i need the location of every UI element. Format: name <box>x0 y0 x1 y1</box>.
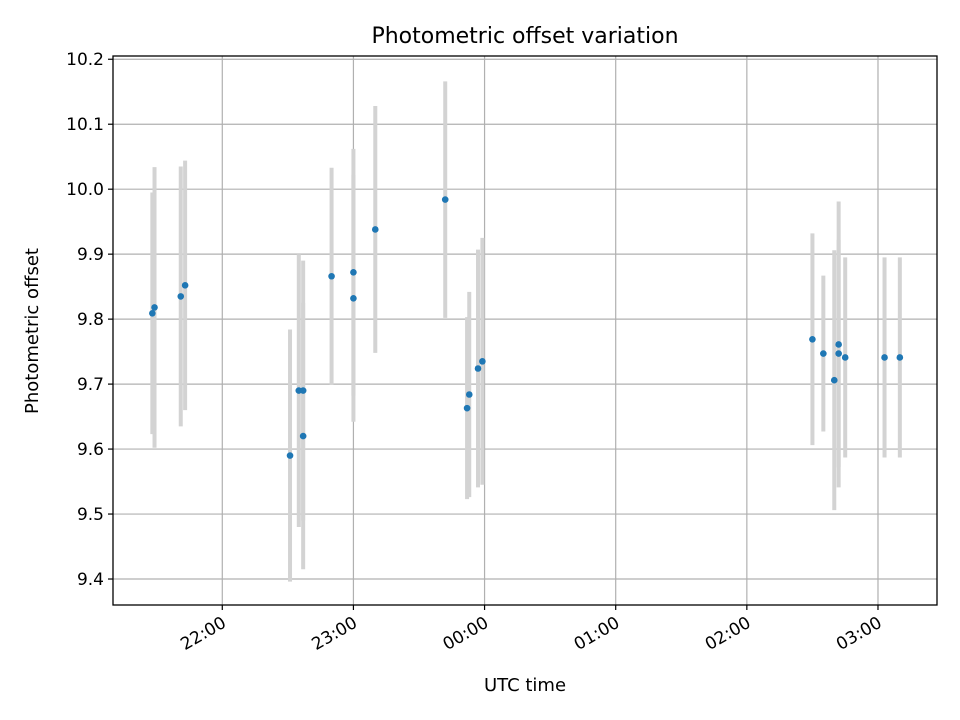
data-point <box>441 196 449 203</box>
data-point <box>177 293 185 300</box>
y-tick-label: 9.9 <box>77 245 104 265</box>
data-point <box>151 304 158 311</box>
axis-ticks: 22:00 23:00 00:00 01:00 02:00 03:00 9.4 9.5 9.6 9… <box>66 50 885 655</box>
x-tick-label: 22:00 <box>177 613 229 655</box>
data-point <box>841 354 849 361</box>
data-point <box>350 269 357 276</box>
data-point <box>149 309 156 317</box>
data-point <box>463 404 471 412</box>
data-point <box>474 365 482 372</box>
data-point <box>181 282 189 289</box>
y-tick-label: 9.6 <box>77 440 104 460</box>
y-tick-label: 9.5 <box>77 505 104 525</box>
data-point <box>479 358 486 365</box>
x-axis-label: UTC time <box>484 675 566 696</box>
data-point <box>896 354 904 361</box>
y-tick-label: 10.1 <box>66 115 104 135</box>
y-axis-label: Photometric offset <box>22 248 43 414</box>
data-point <box>371 226 379 233</box>
y-tick-label: 10.2 <box>66 50 104 70</box>
data-point <box>328 272 335 280</box>
x-tick-label: 23:00 <box>308 613 360 655</box>
y-tick-label: 9.7 <box>77 375 104 395</box>
data-point <box>299 387 307 394</box>
error-bars <box>150 81 902 582</box>
data-point <box>299 432 307 440</box>
data-point <box>881 354 888 361</box>
plot-frame <box>112 55 938 606</box>
data-point <box>286 452 294 459</box>
y-tick-label: 10.0 <box>66 180 104 200</box>
data-point <box>835 341 842 348</box>
x-tick-label: 03:00 <box>833 613 885 655</box>
y-tick-label: 9.8 <box>77 310 104 330</box>
x-tick-label: 00:00 <box>440 613 492 655</box>
data-point <box>465 391 473 398</box>
data-point <box>820 350 827 357</box>
data-point <box>830 376 838 384</box>
data-point <box>835 350 842 357</box>
x-tick-label: 01:00 <box>571 613 623 655</box>
y-tick-label: 9.4 <box>77 570 104 590</box>
x-tick-label: 02:00 <box>702 613 754 655</box>
data-point <box>350 295 357 302</box>
chart-title: Photometric offset variation <box>371 24 678 49</box>
data-points <box>149 196 904 459</box>
data-point <box>809 335 816 343</box>
grid <box>113 56 937 605</box>
